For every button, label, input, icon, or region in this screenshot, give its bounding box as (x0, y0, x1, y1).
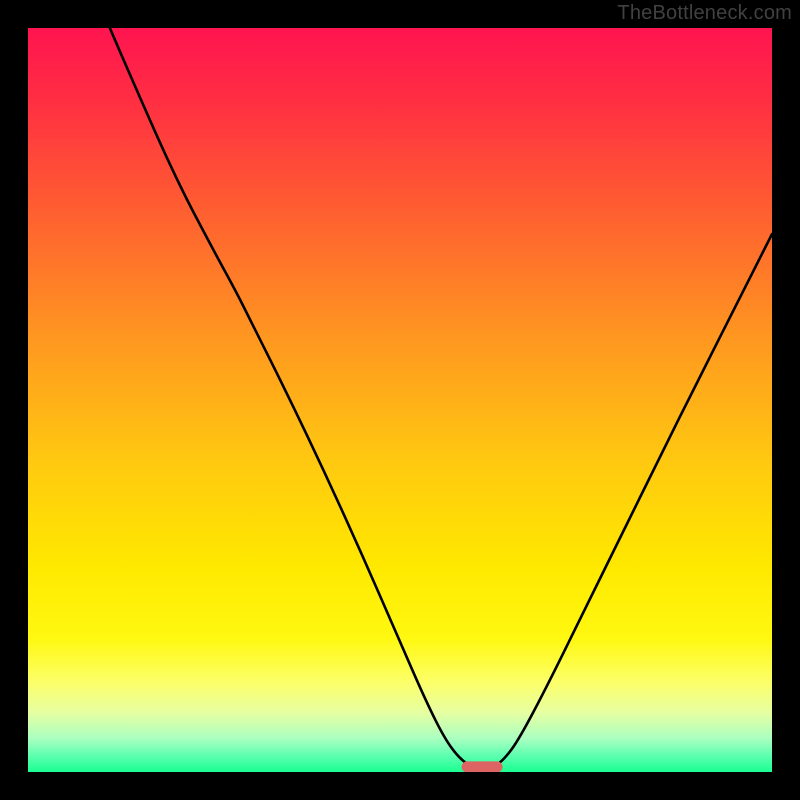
watermark-text: TheBottleneck.com (617, 2, 792, 25)
plot-area (28, 28, 772, 772)
optimal-marker (461, 761, 502, 772)
chart-container: TheBottleneck.com (0, 0, 800, 800)
bottleneck-curve (28, 28, 772, 772)
